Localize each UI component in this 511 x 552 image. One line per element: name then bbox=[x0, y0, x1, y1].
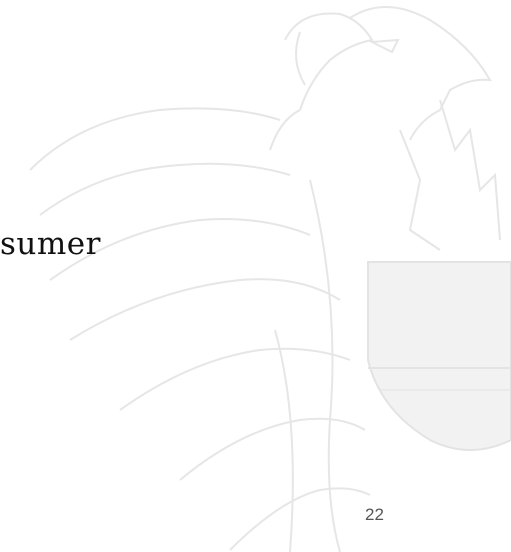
page: {"body": {"text": "sumer"}, "footer": {"… bbox=[0, 0, 511, 552]
page-number: 22 bbox=[365, 505, 384, 525]
body-text: sumer bbox=[0, 226, 101, 262]
watermark bbox=[0, 0, 511, 552]
